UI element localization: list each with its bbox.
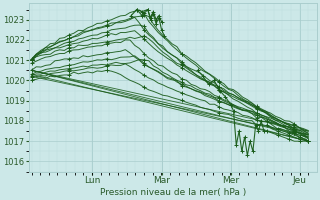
X-axis label: Pression niveau de la mer( hPa ): Pression niveau de la mer( hPa ): [100, 188, 246, 197]
